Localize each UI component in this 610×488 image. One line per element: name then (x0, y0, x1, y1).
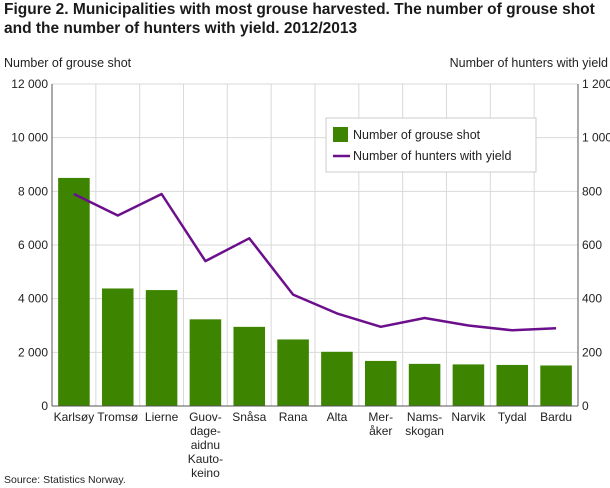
bar (496, 364, 529, 406)
axes (51, 84, 579, 407)
chart-title: Figure 2. Municipalities with most grous… (4, 1, 595, 37)
x-tick-labels: Karlsøy Tromsø Lierne Guov-dage-aidnu Kauto-… (54, 410, 573, 480)
y2-axis-title: Number of hunters with yield (449, 56, 608, 70)
y-tick-label: 0 (41, 399, 48, 413)
bar (145, 290, 178, 406)
bar (408, 363, 441, 406)
x-tick-label-line: Bardu (540, 410, 572, 424)
x-tick-label-line: Karlsøy (54, 410, 95, 424)
x-tick-label: Tydal (498, 410, 527, 424)
x-tick-label-line: Kauto- (188, 452, 223, 466)
legend-swatch-bars (333, 127, 348, 142)
x-tick-label: Karlsøy (54, 410, 95, 424)
y2-tick-label: 1 000 (582, 131, 610, 145)
x-tick-label: Bardu (540, 410, 572, 424)
y-tick-label: 2 000 (18, 345, 48, 359)
y-tick-label: 12 000 (11, 77, 48, 91)
line-series (73, 192, 557, 332)
y-tick-label: 8 000 (18, 184, 48, 198)
x-tick-label: Alta (327, 410, 348, 424)
bar (233, 326, 266, 406)
bar (58, 177, 90, 406)
x-tick-label: Snåsa (232, 410, 266, 424)
x-tick-label-line: Lierne (145, 410, 179, 424)
x-tick-label-line: Snåsa (232, 410, 266, 424)
y2-tick-label: 1 200 (582, 77, 610, 91)
x-tick-label: Lierne (145, 410, 179, 424)
legend-label-bars: Number of grouse shot (353, 128, 481, 142)
y-tick-label: 6 000 (18, 238, 48, 252)
source-note: Source: Statistics Norway. (4, 474, 126, 486)
bar (277, 339, 309, 406)
bar (452, 364, 485, 406)
x-tick-label-line: Guov- (189, 410, 222, 424)
x-tick-label-line: skogan (405, 424, 444, 438)
x-tick-label-line: åker (369, 424, 392, 438)
y2-tick-label: 0 (582, 399, 589, 413)
y-tick-label: 10 000 (11, 131, 48, 145)
y-tick-labels: 0 2 000 4 000 6 000 8 000 10 000 12 000 (11, 77, 48, 413)
y2-tick-label: 800 (582, 184, 602, 198)
x-tick-label: Tromsø (97, 410, 139, 424)
legend-box (325, 117, 537, 173)
x-tick-label: Narvik (451, 410, 486, 424)
x-tick-label-line: Alta (327, 410, 348, 424)
x-tick-label: Nams-skogan (405, 410, 444, 438)
y-axis-title: Number of grouse shot (4, 56, 132, 70)
bar (321, 351, 353, 406)
y2-tick-labels: 0 200 400 600 800 1 000 1 200 (582, 77, 610, 413)
x-tick-label-line: Nams- (407, 410, 442, 424)
bar (101, 288, 134, 406)
bar (364, 360, 397, 406)
y2-tick-label: 400 (582, 292, 602, 306)
legend-label-line: Number of hunters with yield (353, 149, 511, 163)
x-tick-label-line: Mer- (368, 410, 393, 424)
x-tick-label-line: Rana (279, 410, 308, 424)
hunters-line (73, 192, 557, 332)
y2-tick-label: 600 (582, 238, 602, 252)
x-tick-label-line: keino (191, 466, 220, 480)
legend: Number of grouse shot Number of hunters w… (325, 117, 537, 173)
y2-tick-label: 200 (582, 345, 602, 359)
x-tick-label-line: Narvik (451, 410, 486, 424)
bar-series (58, 177, 572, 406)
x-tick-label: Mer-åker (368, 410, 393, 438)
y-tick-label: 4 000 (18, 292, 48, 306)
x-tick-label-line: Tydal (498, 410, 527, 424)
bar (540, 365, 572, 406)
x-tick-label-line: aidnu (191, 438, 220, 452)
x-tick-label-line: Tromsø (97, 410, 139, 424)
bar (189, 319, 222, 406)
x-tick-label: Rana (279, 410, 308, 424)
x-tick-label-line: dage- (190, 424, 221, 438)
x-tick-label: Guov-dage-aidnu Kauto-keino (188, 410, 223, 480)
